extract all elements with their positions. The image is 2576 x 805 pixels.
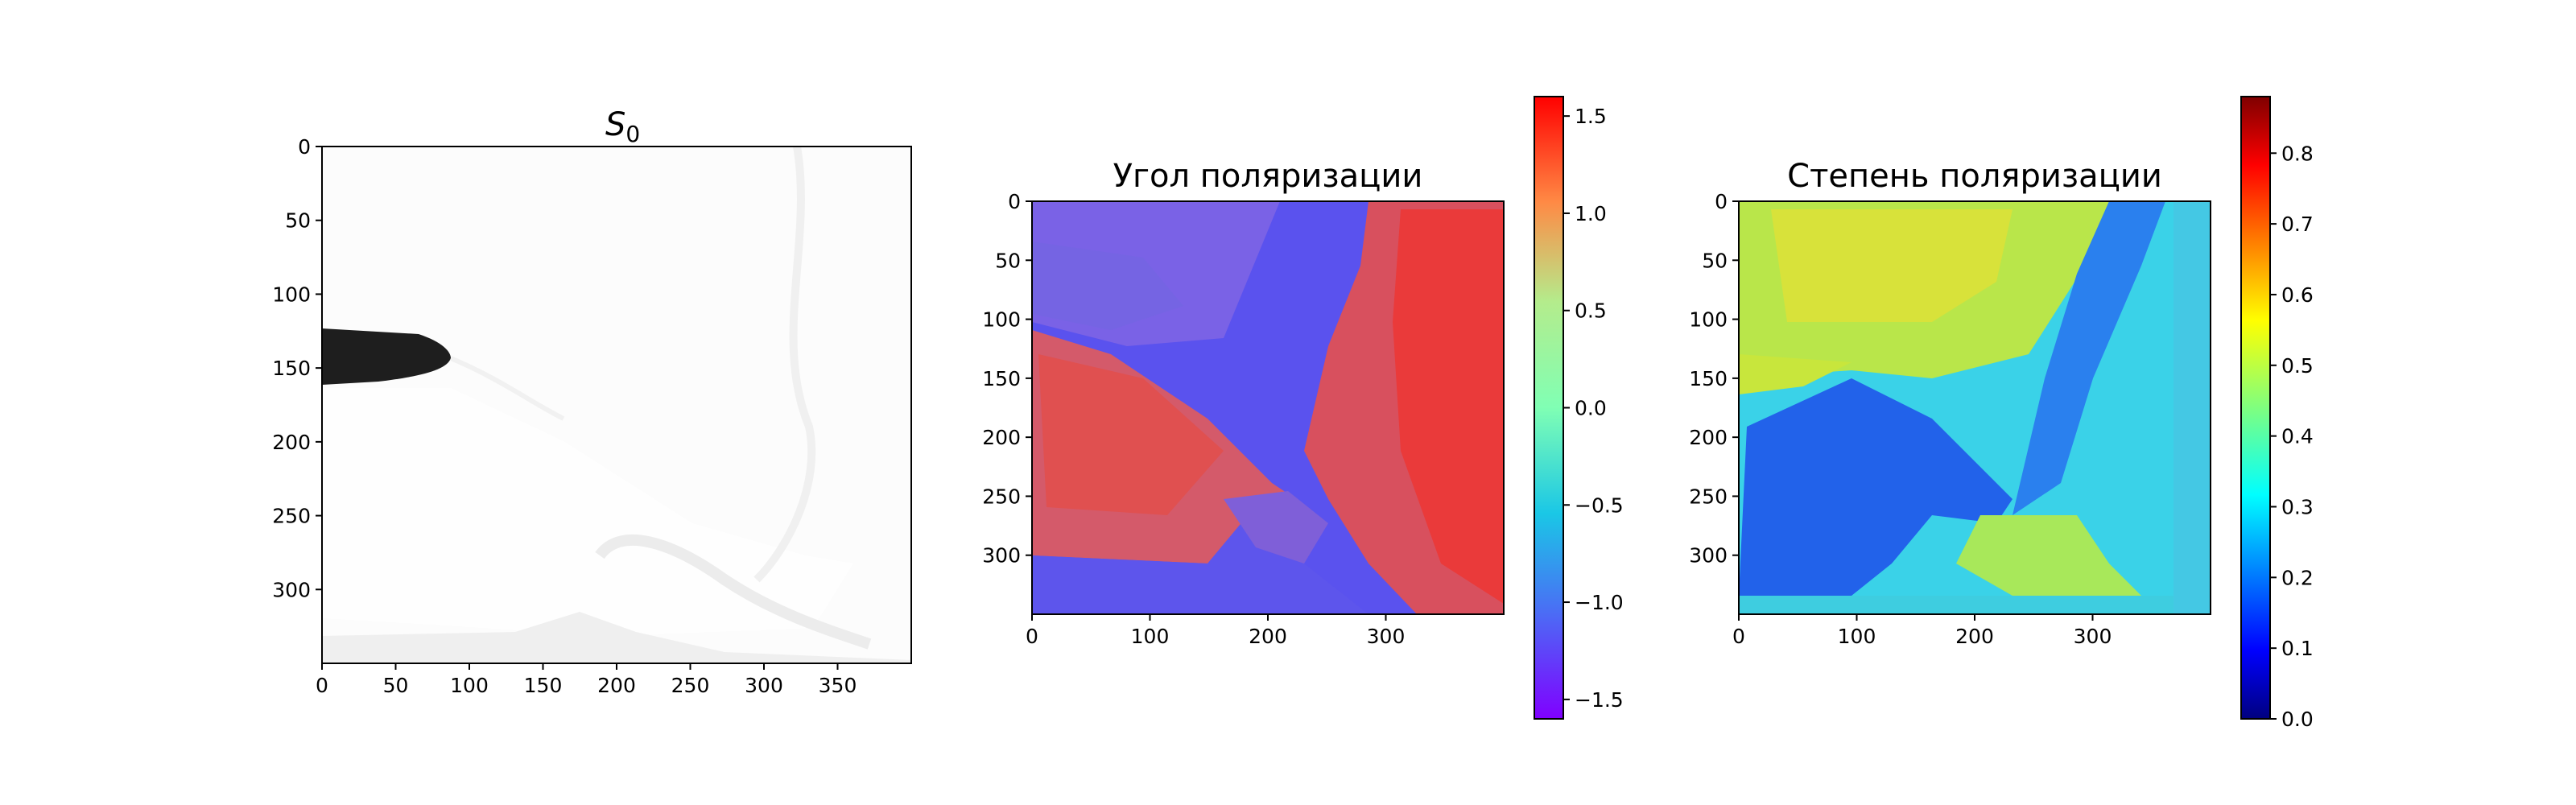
- colorbar-tick-label: 0.3: [2281, 495, 2314, 518]
- colorbar-tick-label: −1.0: [1575, 591, 1624, 614]
- x-tick-label: 50: [383, 674, 409, 697]
- x-tick-label: 100: [1131, 625, 1170, 648]
- x-tick-label: 150: [524, 674, 563, 697]
- degree-image: [1739, 201, 2211, 614]
- y-tick-label: 150: [272, 357, 311, 380]
- colorbar-tick-label: 0.7: [2281, 213, 2314, 236]
- s0-ticks: 0 50 100 150 200 250 300 350 0 50 100 150 200 250 300: [272, 135, 857, 697]
- panel-s0: S0 0 50 100 150 200 250 300 350 0 50 100 150 200 250 3…: [272, 106, 912, 697]
- y-tick-label: 100: [1689, 308, 1728, 332]
- y-tick-label: 200: [982, 426, 1021, 449]
- x-tick-label: 350: [819, 674, 857, 697]
- y-tick-label: 150: [1689, 367, 1728, 390]
- x-tick-label: 300: [745, 674, 783, 697]
- angle-ticks: 0 100 200 300 0 50 100 150 200 250 300: [982, 190, 1405, 648]
- x-tick-label: 0: [316, 674, 328, 697]
- s0-image: [322, 147, 911, 663]
- angle-image: [1032, 201, 1504, 614]
- degree-ticks: 0 100 200 300 0 50 100 150 200 250 300: [1689, 190, 2112, 648]
- s0-title: S0: [605, 106, 640, 147]
- panel-degree: Степень поляризации 0 100 200 300 0 50 100 150 2…: [1689, 96, 2314, 731]
- y-tick-label: 100: [272, 283, 311, 306]
- colorbar-tick-label: −0.5: [1575, 493, 1624, 517]
- y-tick-label: 50: [285, 209, 311, 233]
- colorbar-tick-label: 1.0: [1575, 202, 1607, 225]
- colorbar-tick-label: 0.5: [2281, 354, 2314, 378]
- angle-colorbar: 1.5 1.0 0.5 0.0 −0.5 −1.0 −1.5: [1534, 96, 1624, 720]
- colorbar-tick-label: 0.6: [2281, 283, 2314, 307]
- y-tick-label: 50: [995, 249, 1021, 272]
- y-tick-label: 200: [272, 431, 311, 454]
- colorbar-tick-label: 0.1: [2281, 637, 2314, 660]
- degree-colorbar: 0.8 0.7 0.6 0.5 0.4 0.3 0.2 0.1 0.0: [2240, 96, 2314, 731]
- y-tick-label: 0: [1715, 190, 1728, 213]
- colorbar-tick-label: 0.0: [2281, 708, 2314, 731]
- x-tick-label: 300: [1367, 625, 1406, 648]
- colorbar-tick-label: 0.5: [1575, 299, 1607, 323]
- y-tick-label: 250: [982, 485, 1021, 508]
- x-tick-label: 200: [1955, 625, 1994, 648]
- y-tick-label: 300: [982, 544, 1021, 568]
- x-tick-label: 0: [1732, 625, 1745, 648]
- panel-angle: Угол поляризации 0 100 200 300 0 50 100 150 200 2…: [982, 96, 1624, 720]
- x-tick-label: 200: [1249, 625, 1287, 648]
- y-tick-label: 200: [1689, 426, 1728, 449]
- y-tick-label: 150: [982, 367, 1021, 390]
- x-tick-label: 0: [1026, 625, 1038, 648]
- y-tick-label: 250: [272, 505, 311, 528]
- x-tick-label: 100: [1838, 625, 1876, 648]
- y-tick-label: 300: [272, 578, 311, 601]
- y-tick-label: 300: [1689, 544, 1728, 568]
- degree-colorbar-ticks: 0.8 0.7 0.6 0.5 0.4 0.3 0.2 0.1 0.0: [2270, 142, 2314, 731]
- y-tick-label: 250: [1689, 485, 1728, 508]
- y-tick-label: 0: [298, 135, 311, 159]
- degree-title: Степень поляризации: [1787, 158, 2162, 195]
- colorbar-tick-label: 0.2: [2281, 566, 2314, 589]
- angle-colorbar-ticks: 1.5 1.0 0.5 0.0 −0.5 −1.0 −1.5: [1563, 105, 1624, 712]
- colorbar-tick-label: 0.8: [2281, 142, 2314, 165]
- x-tick-label: 300: [2074, 625, 2112, 648]
- x-tick-label: 250: [671, 674, 710, 697]
- colorbar-tick-label: 0.4: [2281, 425, 2314, 448]
- colorbar-tick-label: 1.5: [1575, 105, 1607, 128]
- colorbar-tick-label: −1.5: [1575, 688, 1624, 712]
- y-tick-label: 50: [1702, 249, 1728, 272]
- colorbar-tick-label: 0.0: [1575, 397, 1607, 420]
- x-tick-label: 100: [450, 674, 489, 697]
- angle-title: Угол поляризации: [1113, 158, 1423, 195]
- y-tick-label: 100: [982, 308, 1021, 332]
- x-tick-label: 200: [597, 674, 636, 697]
- y-tick-label: 0: [1008, 190, 1021, 213]
